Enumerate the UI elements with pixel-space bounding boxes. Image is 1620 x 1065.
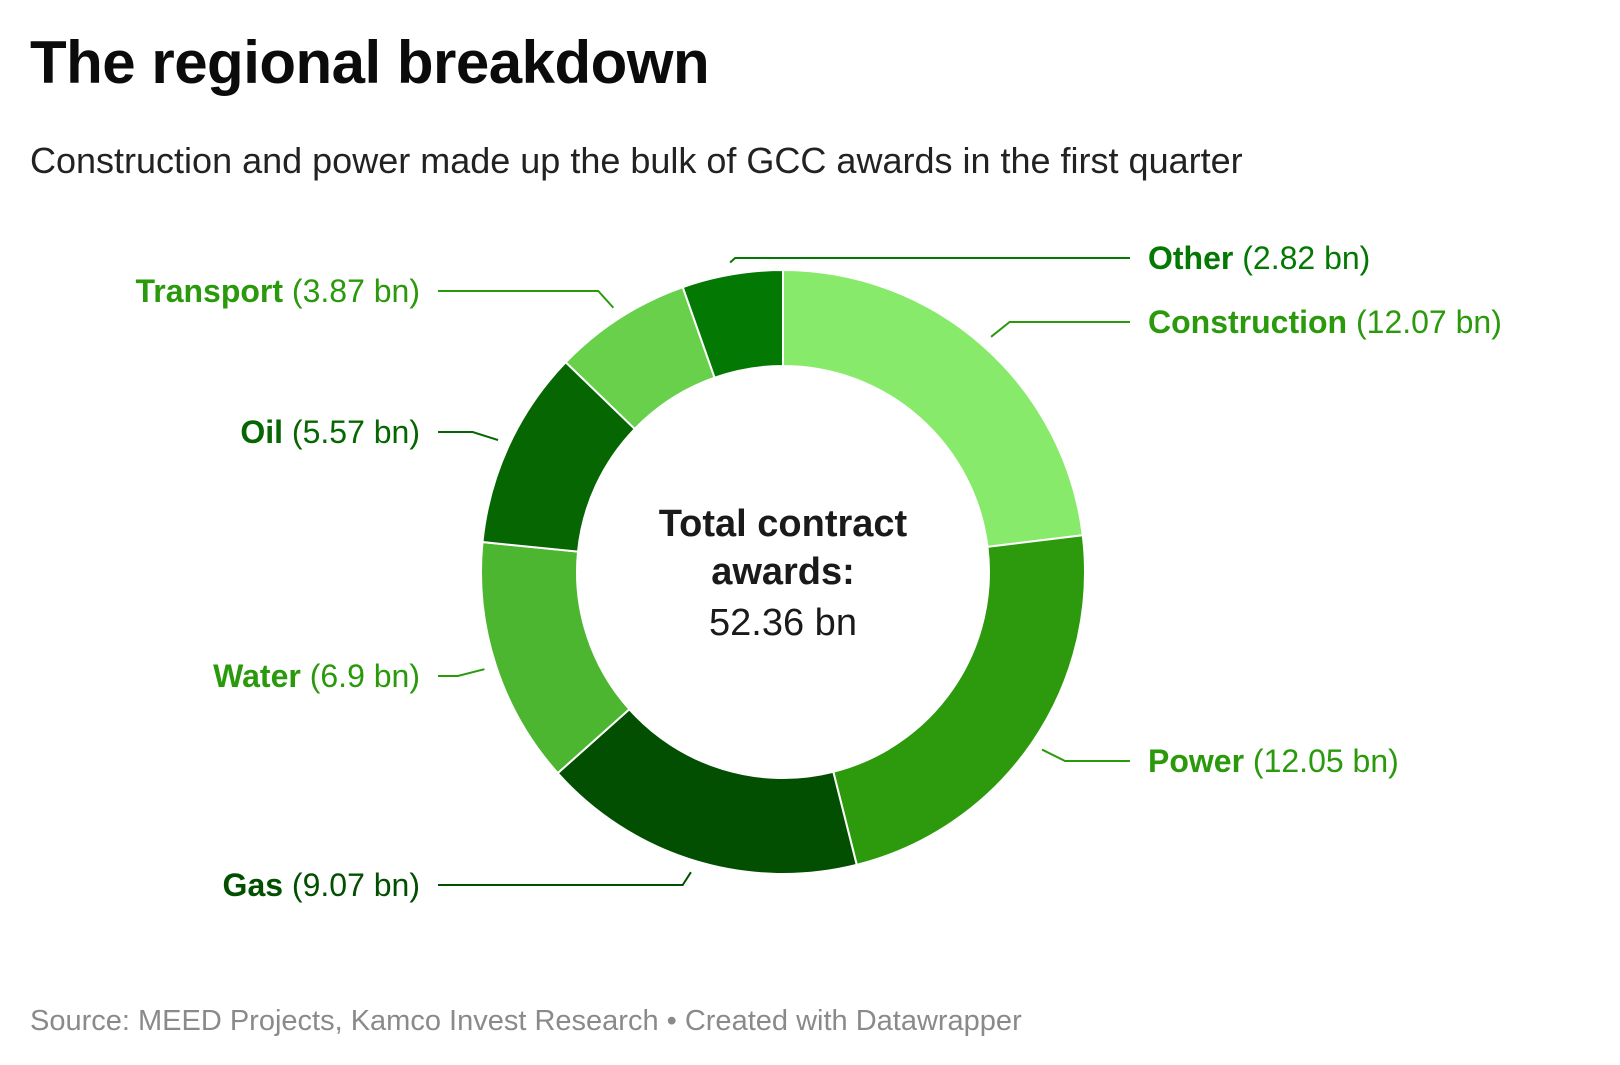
slice-label-value: (5.57 bn) — [283, 414, 420, 450]
slice-label-other: Other (2.82 bn) — [1148, 240, 1370, 276]
donut-center: Total contract awards: 52.36 bn — [659, 503, 908, 644]
slice-power — [832, 534, 1086, 867]
slice-label-name: Other — [1148, 240, 1233, 276]
chart-title: The regional breakdown — [30, 29, 710, 96]
slice-label-oil: Oil (5.57 bn) — [240, 414, 420, 450]
leader-line-power — [1041, 748, 1130, 762]
slice-label-value: (2.82 bn) — [1233, 240, 1370, 276]
donut-chart: Construction (12.07 bn) Power (12.05 bn) G… — [135, 240, 1501, 903]
leader-line-gas — [438, 871, 692, 886]
slice-label-name: Transport — [135, 273, 283, 309]
slice-label-water: Water (6.9 bn) — [213, 658, 420, 694]
slice-label-transport: Transport (3.87 bn) — [135, 273, 420, 309]
center-title-line-2: awards: — [711, 551, 855, 593]
leader-line-transport — [438, 290, 615, 309]
slice-label-value: (12.05 bn) — [1244, 743, 1399, 779]
slice-label-construction: Construction (12.07 bn) — [1148, 304, 1502, 340]
chart-subtitle: Construction and power made up the bulk … — [30, 140, 1243, 181]
slice-label-value: (9.07 bn) — [283, 867, 420, 903]
slice-label-value: (12.07 bn) — [1347, 304, 1502, 340]
leader-line-oil — [438, 431, 499, 442]
center-title-line-1: Total contract — [659, 503, 908, 545]
slice-label-name: Gas — [223, 867, 283, 903]
source-footer: Source: MEED Projects, Kamco Invest Rese… — [30, 1005, 1022, 1037]
slice-label-power: Power (12.05 bn) — [1148, 743, 1399, 779]
leader-line-construction — [990, 321, 1130, 338]
donut-slices — [480, 268, 1086, 875]
leader-line-water — [438, 668, 485, 677]
slice-labels: Construction (12.07 bn) Power (12.05 bn) G… — [135, 240, 1501, 903]
leader-lines — [438, 257, 1130, 886]
slice-construction — [782, 268, 1084, 549]
slice-label-gas: Gas (9.07 bn) — [223, 867, 420, 903]
center-total-value: 52.36 bn — [709, 602, 857, 644]
slice-label-value: (6.9 bn) — [301, 658, 420, 694]
slice-label-value: (3.87 bn) — [283, 273, 420, 309]
slice-label-name: Power — [1148, 743, 1244, 779]
slice-label-name: Oil — [240, 414, 283, 450]
slice-label-name: Construction — [1148, 304, 1347, 340]
slice-label-name: Water — [213, 658, 301, 694]
leader-line-other — [729, 257, 1130, 264]
slice-other — [681, 268, 784, 379]
